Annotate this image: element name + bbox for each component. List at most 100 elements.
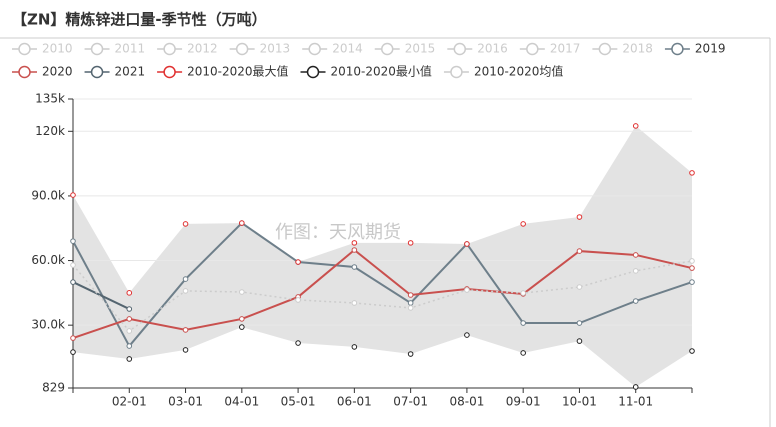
data-point bbox=[182, 276, 189, 282]
data-point bbox=[520, 221, 526, 227]
legend-label: 2017 bbox=[550, 42, 581, 56]
legend-item[interactable]: 2010-2020均值 bbox=[443, 64, 563, 79]
legend-item[interactable]: 2012 bbox=[157, 42, 218, 56]
legend-item[interactable]: 2021 bbox=[84, 65, 146, 79]
range-band bbox=[73, 125, 692, 387]
legend-item[interactable]: 2020 bbox=[12, 65, 73, 79]
data-point bbox=[182, 221, 189, 227]
series-line bbox=[72, 221, 693, 348]
legend-swatch-dot bbox=[90, 42, 104, 56]
data-point bbox=[689, 170, 695, 176]
legend-item[interactable]: 2010-2020最大值 bbox=[157, 64, 289, 79]
data-point bbox=[126, 316, 133, 322]
x-tick-label: 11-01 bbox=[618, 395, 653, 409]
legend-label: 2019 bbox=[695, 42, 726, 56]
x-tick-label: 04-01 bbox=[224, 395, 259, 409]
data-point bbox=[689, 279, 695, 285]
data-point bbox=[520, 350, 526, 356]
data-point bbox=[182, 288, 189, 294]
x-tick-label: 10-01 bbox=[562, 395, 597, 409]
data-point bbox=[351, 300, 358, 306]
data-point bbox=[576, 248, 583, 254]
y-tick-label: 60.0k bbox=[31, 253, 65, 267]
data-point bbox=[70, 279, 76, 285]
legend-swatch-dot bbox=[306, 65, 320, 79]
legend-item[interactable]: 2015 bbox=[374, 42, 436, 56]
legend-swatch-dot bbox=[235, 42, 249, 56]
watermark: 作图：天风期货 bbox=[275, 222, 401, 243]
legend-swatch-dot bbox=[18, 65, 31, 79]
y-tick-label: 829 bbox=[42, 381, 65, 395]
chart-title: 【ZN】精炼锌进口量-季节性（万吨） bbox=[12, 11, 267, 29]
legend-swatch-dot bbox=[453, 42, 467, 56]
legend-swatch-dot bbox=[450, 65, 463, 79]
data-point bbox=[407, 351, 414, 357]
data-point bbox=[70, 335, 76, 341]
data-point bbox=[239, 289, 245, 295]
data-point bbox=[126, 343, 133, 349]
legend-label: 2011 bbox=[115, 42, 146, 56]
data-point bbox=[295, 340, 301, 346]
legend-label: 2021 bbox=[115, 65, 146, 79]
x-tick-label: 08-01 bbox=[449, 395, 484, 409]
legend-swatch-dot bbox=[90, 65, 104, 79]
data-point bbox=[239, 220, 245, 226]
legend-label: 2018 bbox=[622, 42, 653, 56]
legend-item[interactable]: 2018 bbox=[592, 42, 653, 56]
legend-swatch-dot bbox=[598, 42, 612, 56]
x-tick-label: 02-01 bbox=[112, 395, 147, 409]
x-tick-label: 03-01 bbox=[168, 395, 203, 409]
data-point bbox=[632, 298, 639, 304]
data-point bbox=[632, 384, 639, 390]
series-line bbox=[72, 248, 693, 340]
data-point bbox=[70, 349, 76, 355]
data-point bbox=[295, 297, 301, 303]
data-point bbox=[464, 241, 470, 247]
legend-swatch-dot bbox=[18, 42, 31, 56]
legend-swatch-dot bbox=[163, 42, 176, 56]
legend-item[interactable]: 2010 bbox=[12, 42, 73, 56]
data-point bbox=[576, 214, 583, 220]
data-point bbox=[576, 320, 583, 326]
legend-label: 2016 bbox=[477, 42, 508, 56]
x-tick-label: 07-01 bbox=[393, 395, 428, 409]
data-point bbox=[576, 284, 583, 290]
legend-item[interactable]: 2014 bbox=[302, 42, 363, 56]
series-line bbox=[72, 281, 130, 310]
data-point bbox=[351, 264, 358, 270]
y-tick-label: 120k bbox=[35, 124, 65, 138]
data-point bbox=[464, 287, 470, 293]
data-point bbox=[407, 305, 414, 311]
legend-item[interactable]: 2013 bbox=[229, 42, 291, 56]
data-point bbox=[70, 238, 76, 244]
legend-label: 2010-2020均值 bbox=[474, 64, 563, 79]
legend-item[interactable]: 2011 bbox=[84, 42, 146, 56]
data-point bbox=[407, 300, 414, 306]
data-point bbox=[576, 338, 583, 344]
legend-item[interactable]: 2016 bbox=[447, 42, 508, 56]
data-point bbox=[126, 290, 133, 296]
legend-item[interactable]: 2017 bbox=[519, 42, 581, 56]
legend-swatch-dot bbox=[163, 65, 176, 79]
data-point bbox=[689, 348, 695, 354]
legend-item[interactable]: 2010-2020最小值 bbox=[300, 64, 432, 79]
data-point bbox=[632, 123, 639, 129]
data-point bbox=[182, 327, 189, 333]
data-point bbox=[520, 290, 526, 296]
data-point bbox=[407, 292, 414, 298]
legend-label: 2010-2020最大值 bbox=[187, 64, 288, 79]
y-tick-label: 135k bbox=[35, 92, 65, 106]
data-point bbox=[182, 347, 189, 353]
band-layer bbox=[73, 125, 692, 387]
data-point bbox=[126, 328, 133, 334]
legend-item[interactable]: 2019 bbox=[664, 42, 726, 56]
data-point bbox=[351, 247, 358, 253]
legend-label: 2012 bbox=[187, 42, 218, 56]
legend-swatch-dot bbox=[380, 42, 394, 56]
data-point bbox=[520, 320, 526, 326]
legend-swatch-dot bbox=[671, 42, 684, 56]
data-point bbox=[464, 332, 470, 338]
x-tick-label: 09-01 bbox=[506, 395, 541, 409]
legend-label: 2013 bbox=[260, 42, 291, 56]
